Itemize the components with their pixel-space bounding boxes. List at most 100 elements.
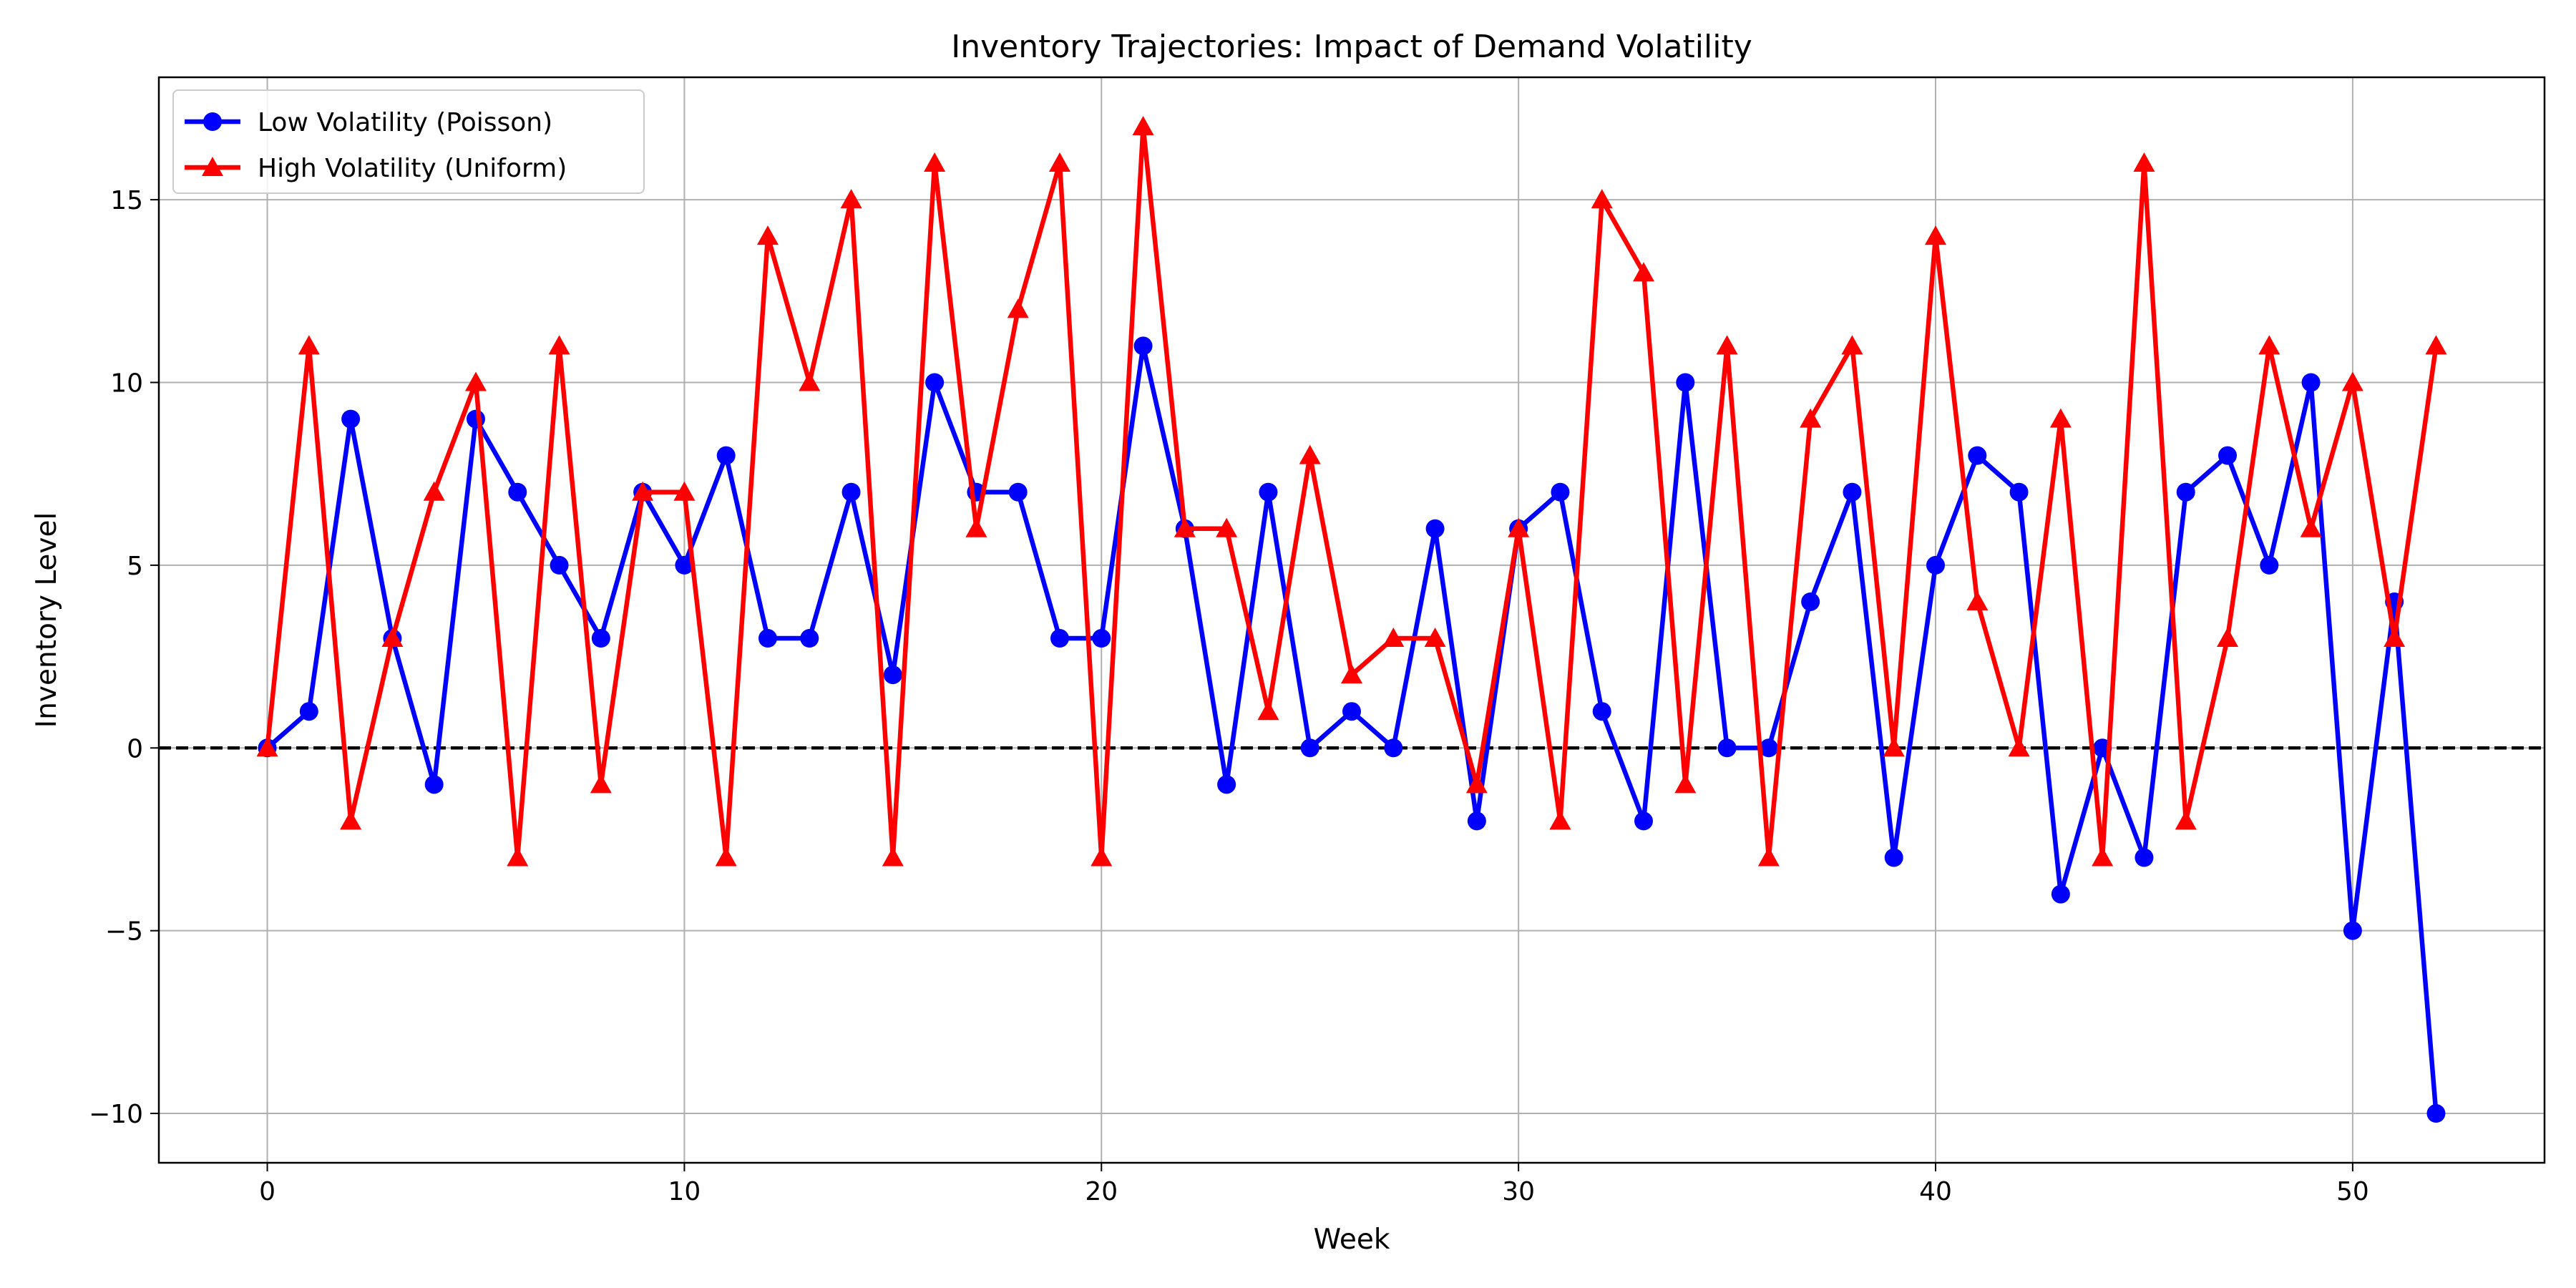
data-point xyxy=(1633,262,1655,282)
axis-ticks: 0 10 20 30 40 50 −10 −5 0 5 10 15 xyxy=(89,186,2369,1206)
y-tick-label: 0 xyxy=(127,734,143,763)
legend-label: High Volatility (Uniform) xyxy=(258,154,567,183)
data-point xyxy=(1841,335,1863,355)
data-point xyxy=(2092,847,2114,867)
data-point xyxy=(1676,373,1695,392)
data-point xyxy=(925,373,945,392)
x-tick-label: 0 xyxy=(259,1177,275,1206)
data-point xyxy=(298,335,320,355)
data-point xyxy=(1048,152,1070,172)
data-point xyxy=(1884,848,1903,867)
legend-marker xyxy=(202,157,223,176)
data-point xyxy=(548,335,570,355)
data-point xyxy=(716,446,736,465)
data-point xyxy=(1425,519,1445,538)
data-point xyxy=(1091,847,1113,867)
data-point xyxy=(1467,811,1486,831)
x-tick-label: 30 xyxy=(1502,1177,1535,1206)
data-point xyxy=(841,482,861,502)
data-point xyxy=(924,152,946,172)
grid-lines xyxy=(159,77,2545,1163)
data-point xyxy=(423,481,445,501)
data-point xyxy=(1759,738,1778,758)
data-point xyxy=(591,629,610,648)
data-point xyxy=(883,665,902,685)
data-point xyxy=(341,409,361,429)
data-point xyxy=(1384,738,1403,758)
data-point xyxy=(1008,482,1028,502)
data-point xyxy=(2135,848,2154,867)
data-point xyxy=(758,629,777,648)
y-tick-label: 10 xyxy=(110,369,143,398)
data-point xyxy=(675,555,694,575)
data-point xyxy=(882,847,904,867)
data-point xyxy=(2341,371,2363,391)
data-point xyxy=(2175,810,2197,830)
data-point xyxy=(2049,408,2072,428)
data-point xyxy=(2258,335,2280,355)
y-tick-label: −5 xyxy=(105,917,143,947)
data-point xyxy=(632,481,654,501)
data-point xyxy=(2384,628,2406,648)
data-point xyxy=(1551,482,1570,502)
data-point xyxy=(550,555,569,575)
data-point xyxy=(800,629,819,648)
y-tick-label: 5 xyxy=(127,552,143,581)
data-point xyxy=(2217,628,2239,648)
data-point xyxy=(1925,225,1947,245)
data-point xyxy=(1716,335,1738,355)
legend: Low Volatility (Poisson) High Volatility … xyxy=(172,89,645,194)
data-point xyxy=(673,481,696,501)
data-point xyxy=(466,409,485,429)
data-point xyxy=(1092,629,1111,648)
data-point xyxy=(1216,517,1238,537)
data-point xyxy=(756,225,779,245)
y-tick-label: −10 xyxy=(89,1100,143,1129)
data-point xyxy=(1259,482,1278,502)
data-point xyxy=(2426,1104,2446,1123)
legend-box xyxy=(172,89,645,194)
data-point xyxy=(1549,810,1571,830)
data-point xyxy=(2343,921,2362,940)
data-point xyxy=(2300,517,2322,537)
data-point xyxy=(1341,664,1362,684)
data-point xyxy=(2218,446,2238,465)
x-axis-label: Week xyxy=(1314,1224,1390,1256)
data-point xyxy=(464,371,487,391)
x-tick-label: 20 xyxy=(1085,1177,1118,1206)
data-point xyxy=(2260,555,2279,575)
legend-marker xyxy=(203,112,222,131)
data-point xyxy=(1966,590,1989,610)
legend-item: High Volatility (Uniform) xyxy=(185,154,567,183)
data-point xyxy=(1634,811,1654,831)
data-point xyxy=(715,847,737,867)
data-point xyxy=(1217,775,1236,794)
series-layer xyxy=(256,115,2447,1123)
plot-frame xyxy=(157,76,2546,1164)
data-point xyxy=(1132,115,1154,135)
data-point xyxy=(1843,482,1862,502)
data-point xyxy=(2008,737,2030,757)
data-point xyxy=(381,628,404,648)
data-point xyxy=(256,737,278,757)
data-point xyxy=(2009,482,2029,502)
data-point xyxy=(1050,629,1069,648)
data-point xyxy=(2133,152,2155,172)
data-point xyxy=(2176,482,2195,502)
data-point xyxy=(299,702,318,721)
data-point xyxy=(965,517,987,537)
y-tick-label: 15 xyxy=(110,186,143,215)
data-point xyxy=(1424,628,1446,648)
data-point xyxy=(1508,517,1530,537)
data-point xyxy=(340,810,362,830)
data-point xyxy=(1133,336,1153,356)
y-axis-label: Inventory Level xyxy=(31,512,63,728)
data-point xyxy=(1174,517,1196,537)
x-tick-label: 50 xyxy=(2336,1177,2369,1206)
data-point xyxy=(1382,628,1405,648)
data-point xyxy=(507,847,529,867)
data-point xyxy=(799,371,821,391)
data-point xyxy=(1883,737,1905,757)
data-point xyxy=(2051,884,2070,904)
